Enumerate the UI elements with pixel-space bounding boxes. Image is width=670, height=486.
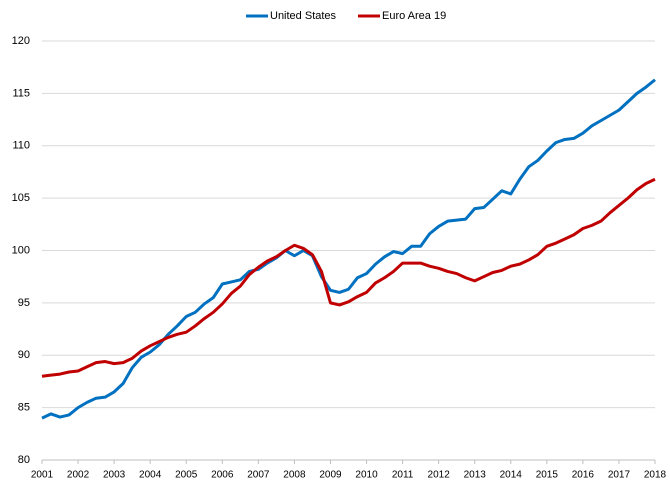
x-tick-label: 2004	[139, 470, 162, 481]
y-tick-label: 95	[18, 297, 30, 309]
x-tick-label: 2009	[319, 470, 342, 481]
x-tick-label: 2003	[103, 470, 126, 481]
y-tick-label: 115	[12, 87, 30, 99]
series-line	[41, 78, 656, 420]
x-tick-label: 2010	[355, 470, 378, 481]
y-tick-label: 85	[18, 402, 30, 414]
y-tick-label: 90	[18, 349, 30, 361]
y-tick-label: 80	[18, 454, 30, 466]
x-tick-label: 2007	[247, 470, 270, 481]
x-tick-label: 2014	[500, 470, 523, 481]
y-tick-label: 100	[12, 244, 30, 256]
x-tick-label: 2017	[608, 470, 631, 481]
x-tick-label: 2015	[536, 470, 559, 481]
y-tick-label: 105	[12, 192, 30, 204]
series-line	[41, 177, 656, 378]
x-tick-label: 2012	[428, 470, 451, 481]
y-tick-label: 120	[12, 35, 30, 47]
x-tick-label: 2002	[67, 470, 90, 481]
x-tick-label: 2005	[175, 470, 198, 481]
x-tick-label: 2011	[392, 470, 414, 481]
x-tick-label: 2008	[283, 470, 306, 481]
y-tick-label: 110	[12, 140, 30, 152]
x-tick-label: 2013	[464, 470, 487, 481]
x-tick-label: 2006	[211, 470, 234, 481]
x-tick-label: 2018	[644, 470, 667, 481]
legend-label: United States	[270, 10, 337, 22]
x-tick-label: 2001	[31, 470, 54, 481]
x-tick-label: 2016	[572, 470, 595, 481]
legend-label: Euro Area 19	[382, 10, 446, 22]
